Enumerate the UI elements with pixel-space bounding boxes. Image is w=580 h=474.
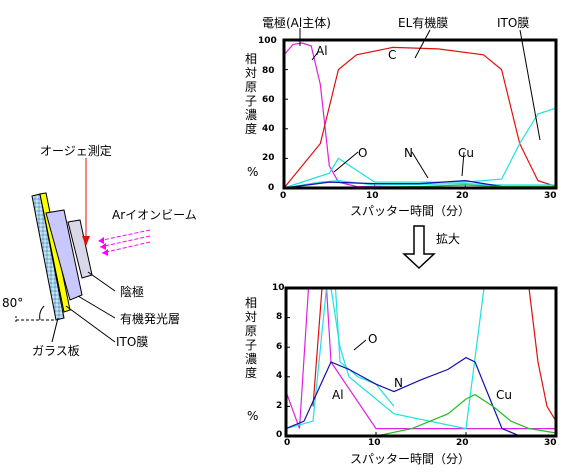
top-ann-al: Al [316,44,328,58]
top-ytick-100: 100 [258,36,277,46]
top-xtick-30: 30 [544,191,557,201]
ito-layer [39,192,71,313]
bot-xtick-30: 30 [544,438,557,448]
top-ytick-60: 60 [262,95,275,105]
top-annotation-arrow [333,151,359,173]
bottom-chart-xlabel: スパッター時間（分） [350,452,471,466]
top-ann-o: O [358,146,368,160]
enlarge-label: 拡大 [436,232,461,246]
top-annotation-arrow [414,29,431,59]
glass-label: ガラス板 [32,344,80,358]
organic-layer [45,209,83,301]
bottom-chart-frame [284,286,558,438]
top-chart-ylabel: 相対原子濃度 [244,52,257,136]
angle-marker [15,305,56,324]
top-chart-series-c [283,46,557,189]
top-xtick-20: 20 [456,191,469,201]
bot-ytick-0: 0 [276,430,283,440]
top-annotation-arrow [411,151,429,179]
bot-xtick-20: 20 [456,438,469,448]
cathode-label: 陰極 [120,285,145,299]
bot-ann-al: Al [332,388,344,402]
bottom-chart-series-n [285,356,556,437]
top-ann-c: C [388,48,397,62]
top-chart-xlabel: スパッター時間（分） [350,204,471,218]
top-ytick-0: 0 [268,183,275,193]
angle-label: 80° [2,296,24,310]
ion-beam-label: Arイオンビーム [112,208,197,222]
bottom-chart-series-cu [286,393,557,437]
bot-ytick-4: 4 [276,371,283,381]
top-chart-series-al [283,42,557,189]
top-xtick-10: 10 [366,191,379,201]
top-ytick-80: 80 [262,66,275,76]
top-xtick-0: 0 [280,191,287,201]
bot-ann-n: N [394,376,403,390]
top-ann-electrode: 電極(Al主体) [262,16,331,30]
bot-ann-o: O [368,332,378,346]
bot-ytick-2: 2 [276,401,283,411]
ion-beam-arrows [97,229,151,254]
bot-ytick-6: 6 [276,342,283,352]
bot-ytick-10: 10 [272,283,285,293]
bot-xtick-10: 10 [368,438,381,448]
bottom-chart-unit: % [247,409,259,423]
ito-label: ITO膜 [116,335,149,349]
bot-xtick-0: 0 [284,438,291,448]
glass-plate [31,193,65,321]
organic-layer-label: 有機発光層 [120,312,181,326]
leader-lines [51,271,116,343]
top-ann-n: N [404,146,413,160]
bot-ann-cu: Cu [496,388,512,402]
auger-label: オージェ測定 [40,144,112,158]
top-ann-ito: ITO膜 [497,16,530,30]
top-ann-el: EL有機膜 [398,16,449,30]
bottom-chart-border [284,286,558,438]
top-chart-unit: % [247,165,259,179]
bottom-chart-ylabel: 相対原子濃度 [244,296,257,380]
bot-ytick-8: 8 [276,312,283,322]
top-chart-series-o [283,179,556,189]
top-chart-border [282,38,558,190]
bottom-annotation-arrow [353,339,367,351]
top-chart-series-itoito [283,107,557,189]
top-annotation-arrow [311,51,319,61]
top-annotation-arrow [461,151,465,177]
top-ann-cu: Cu [458,146,474,160]
top-ytick-40: 40 [262,124,275,134]
top-ytick-20: 20 [262,153,275,163]
top-annotation-arrow [519,29,541,141]
